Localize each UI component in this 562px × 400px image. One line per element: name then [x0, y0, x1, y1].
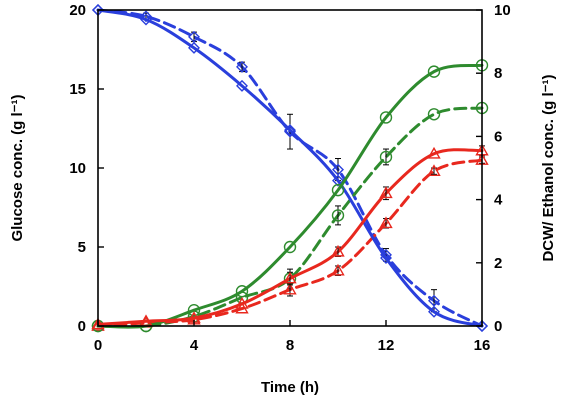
series-glucose-solid — [92, 4, 488, 332]
data-point-diamond — [428, 305, 440, 318]
data-point-diamond — [188, 30, 200, 43]
x-axis-title: Time (h) — [261, 379, 319, 396]
data-point-triangle — [379, 186, 393, 199]
data-point-triangle — [427, 164, 441, 176]
data-point-diamond — [284, 124, 296, 137]
y-right-tick-label: 6 — [494, 128, 502, 145]
series-ethanol-dashed — [91, 153, 489, 331]
series-line — [96, 158, 484, 328]
data-point-diamond — [284, 125, 296, 138]
y-left-tick-label: 20 — [69, 2, 86, 19]
x-tick-label: 16 — [474, 337, 491, 354]
data-point-triangle — [331, 263, 345, 276]
data-point-triangle — [379, 216, 393, 229]
x-tick-label: 4 — [190, 337, 199, 354]
data-point-triangle — [331, 244, 345, 257]
series-line — [96, 148, 484, 326]
data-point-diamond — [140, 10, 152, 23]
y-axis-right-title: DCW/ Ethanol conc. (g l⁻¹) — [540, 74, 557, 261]
y-right-tick-label: 10 — [494, 2, 511, 19]
data-point-triangle — [283, 271, 297, 284]
series-ethanol-solid — [91, 143, 489, 330]
y-right-tick-label: 0 — [494, 318, 502, 335]
data-point-circle — [331, 183, 345, 197]
data-point-diamond — [188, 41, 200, 54]
data-point-circle — [427, 65, 441, 78]
y-left-tick-label: 5 — [78, 239, 86, 256]
data-point-circle — [283, 240, 297, 254]
y-left-tick-label: 10 — [69, 160, 86, 177]
y-right-tick-label: 8 — [494, 65, 502, 82]
x-tick-label: 8 — [286, 337, 294, 354]
data-point-triangle — [427, 146, 441, 159]
data-point-circle — [187, 304, 201, 317]
y-right-tick-label: 4 — [494, 192, 503, 209]
data-point-diamond — [332, 163, 344, 176]
data-point-diamond — [236, 79, 248, 92]
x-tick-label: 12 — [378, 337, 395, 354]
data-point-triangle — [91, 317, 105, 330]
data-point-diamond — [332, 174, 344, 187]
data-point-circle — [379, 150, 393, 164]
data-point-triangle — [235, 296, 249, 309]
y-right-tick-label: 2 — [494, 255, 502, 272]
y-left-tick-label: 15 — [69, 81, 86, 98]
series-layer — [91, 4, 489, 333]
data-point-circle — [427, 108, 441, 121]
data-point-diamond — [380, 252, 392, 265]
data-point-triangle — [283, 282, 297, 295]
data-point-diamond — [236, 60, 248, 73]
data-point-diamond — [476, 320, 488, 332]
y-axis-left-title: Glucose conc. (g l⁻¹) — [9, 94, 26, 241]
data-point-diamond — [428, 294, 440, 307]
data-point-diamond — [140, 13, 152, 26]
data-point-circle — [235, 285, 249, 298]
data-point-circle — [331, 209, 345, 222]
y-left-tick-label: 0 — [78, 318, 86, 335]
x-tick-label: 0 — [94, 337, 102, 354]
data-point-circle — [379, 111, 393, 124]
